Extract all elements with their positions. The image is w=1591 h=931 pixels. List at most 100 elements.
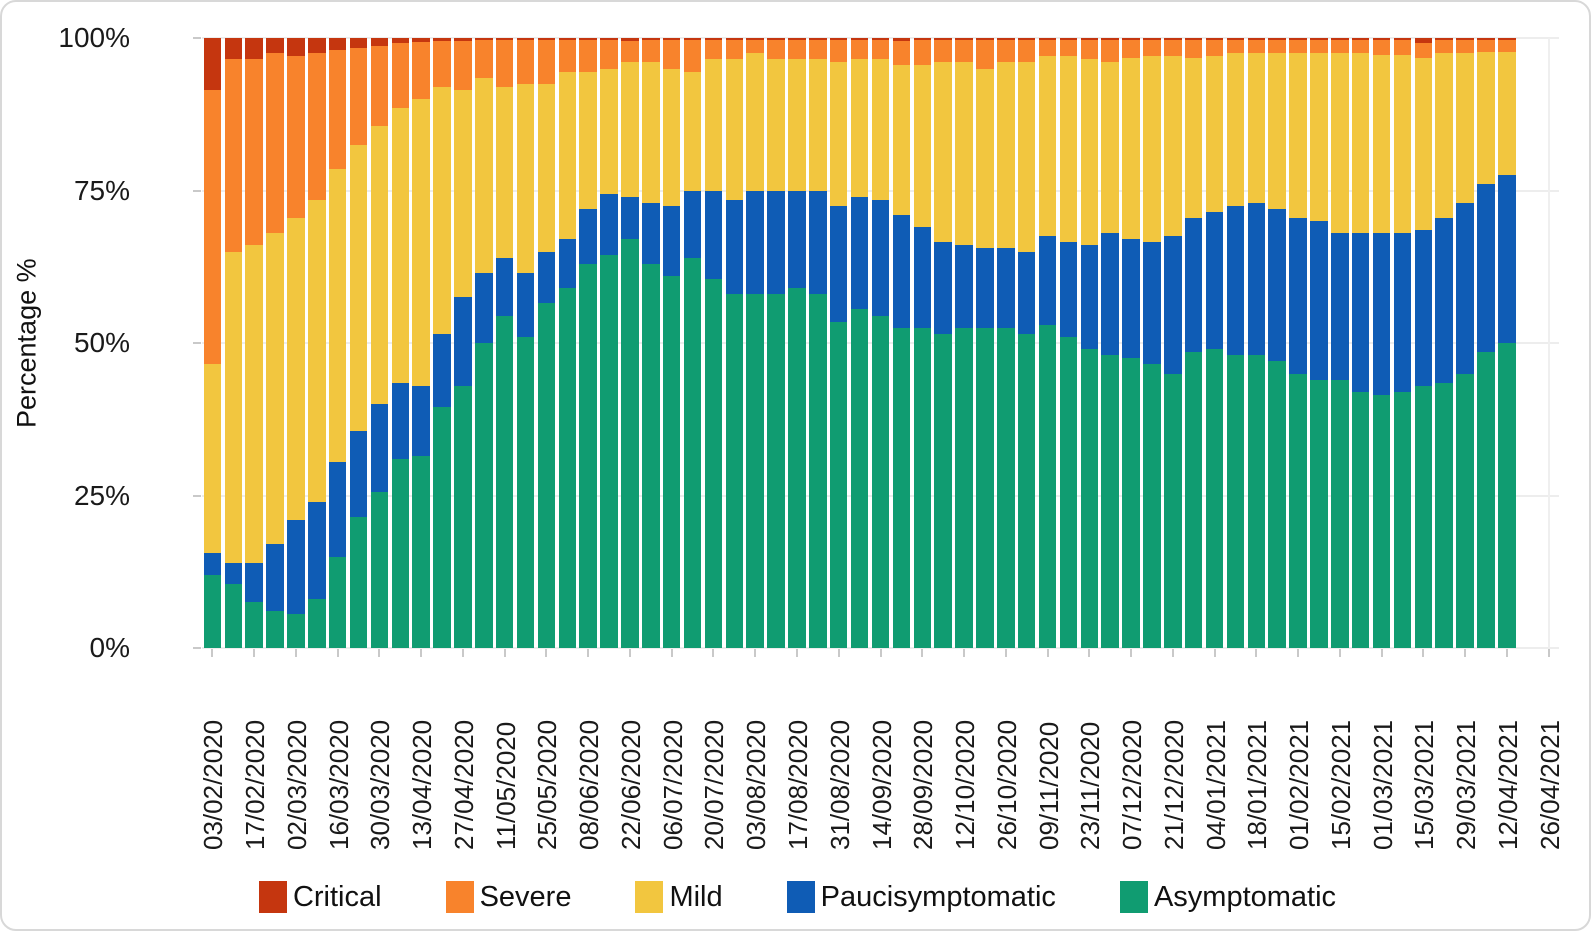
bar-segment-critical: [287, 38, 305, 57]
stacked-bar: [433, 38, 451, 648]
bar-segment-paucisymptomatic: [1080, 245, 1099, 350]
bar-segment-mild: [579, 71, 597, 209]
stacked-bar: [558, 38, 577, 648]
bar-segment-severe: [997, 39, 1015, 63]
bar-segment-critical: [1456, 38, 1474, 40]
bar-segment-mild: [1372, 55, 1391, 234]
bar-segment-severe: [328, 50, 347, 170]
bar-segment-asymptomatic: [1372, 394, 1391, 648]
bar-segment-critical: [349, 38, 368, 48]
bar-segment-paucisymptomatic: [1143, 242, 1161, 365]
x-tick-label: 28/09/2020: [908, 719, 939, 850]
x-axis-tick: [1171, 649, 1174, 657]
bar-segment-paucisymptomatic: [391, 382, 410, 459]
x-axis-tick: [461, 649, 464, 657]
x-tick-label: 26/10/2020: [991, 719, 1022, 850]
stacked-bar: [1477, 38, 1495, 648]
bar-segment-asymptomatic: [1310, 379, 1328, 648]
stacked-bar: [1414, 38, 1433, 648]
bar-segment-asymptomatic: [1435, 382, 1453, 648]
bar-segment-critical: [997, 38, 1015, 40]
legend-swatch-asymptomatic: [1119, 881, 1148, 913]
bar-segment-paucisymptomatic: [683, 190, 702, 258]
bar-segment-critical: [1289, 38, 1307, 40]
bar-segment-mild: [725, 59, 744, 200]
bar-segment-paucisymptomatic: [287, 519, 305, 615]
stacked-bar: [203, 38, 222, 648]
bar-segment-critical: [245, 38, 263, 60]
bar-segment-mild: [1331, 53, 1349, 234]
bar-segment-severe: [1372, 40, 1391, 56]
stacked-bar: [955, 38, 973, 648]
y-tick-label: 25%: [73, 479, 130, 511]
legend-item-critical: Critical: [258, 881, 382, 914]
legend-label: Severe: [479, 880, 572, 913]
stacked-bar: [1310, 38, 1328, 648]
bar-segment-paucisymptomatic: [621, 196, 639, 240]
bar-segment-severe: [642, 40, 660, 63]
stacked-bar: [224, 38, 243, 648]
bar-segment-mild: [1268, 53, 1286, 209]
bar-segment-mild: [704, 59, 723, 191]
bar-segment-critical: [1143, 38, 1161, 41]
stacked-bar: [1393, 38, 1412, 648]
bar-segment-asymptomatic: [1080, 349, 1099, 648]
stacked-bar: [412, 38, 430, 648]
stacked-bar: [475, 38, 493, 648]
bar-segment-paucisymptomatic: [1184, 217, 1203, 353]
stacked-bar: [600, 38, 618, 648]
bar-segment-severe: [287, 56, 305, 218]
stacked-bar: [1143, 38, 1161, 648]
stacked-bar: [1331, 38, 1349, 648]
bar-segment-mild: [976, 68, 994, 249]
x-axis-tick: [795, 649, 798, 657]
x-tick-label: 29/03/2021: [1451, 719, 1482, 850]
bar-segment-asymptomatic: [454, 385, 472, 648]
x-tick-label: 16/03/2020: [323, 719, 354, 850]
x-axis-tick: [420, 649, 423, 657]
x-tick-label: 25/05/2020: [532, 719, 563, 850]
bar-segment-severe: [1289, 39, 1307, 54]
legend-item-asymptomatic: Asymptomatic: [1119, 881, 1336, 914]
x-axis-tick: [628, 649, 631, 657]
x-axis-tick: [1297, 649, 1300, 657]
bar-segment-severe: [788, 39, 806, 60]
x-tick-label: 13/04/2020: [407, 719, 438, 850]
bar-segment-mild: [600, 68, 618, 194]
legend-item-severe: Severe: [445, 880, 572, 914]
bar-segment-critical: [1247, 38, 1266, 40]
bar-segment-severe: [871, 39, 890, 60]
bar-segment-paucisymptomatic: [1122, 239, 1140, 359]
bar-segment-paucisymptomatic: [1205, 211, 1224, 350]
bar-segment-paucisymptomatic: [516, 272, 535, 337]
x-tick-label: 15/02/2021: [1325, 719, 1356, 850]
x-axis-tick: [253, 649, 256, 657]
bar-segment-mild: [287, 217, 305, 520]
stacked-bar: [1247, 38, 1266, 648]
bar-segment-asymptomatic: [558, 288, 577, 648]
bar-segment-mild: [1414, 58, 1433, 231]
bar-segment-asymptomatic: [579, 263, 597, 648]
x-axis-tick: [1422, 649, 1425, 657]
bar-segment-critical: [809, 38, 827, 40]
bar-segment-mild: [1059, 56, 1078, 243]
bar-segment-paucisymptomatic: [1247, 202, 1266, 356]
x-tick-label: 17/08/2020: [782, 719, 813, 850]
gridline-vertical: [1547, 38, 1550, 648]
bar-segment-critical: [1351, 38, 1370, 40]
bar-segment-mild: [1310, 53, 1328, 222]
bar-segment-asymptomatic: [829, 321, 848, 648]
y-axis-tick: [193, 494, 201, 497]
bar-segment-paucisymptomatic: [1372, 233, 1391, 395]
bar-segment-severe: [1226, 39, 1245, 54]
bar-segment-paucisymptomatic: [224, 562, 243, 584]
bar-segment-severe: [579, 40, 597, 72]
x-axis-tick: [1046, 649, 1049, 657]
stacked-bar: [1289, 38, 1307, 648]
bar-segment-severe: [892, 41, 911, 66]
x-tick-label: 03/02/2020: [198, 719, 229, 850]
x-tick-label: 02/03/2020: [281, 719, 312, 850]
x-axis-tick: [1130, 649, 1133, 657]
bar-segment-critical: [412, 38, 430, 42]
bar-segment-paucisymptomatic: [809, 190, 827, 295]
